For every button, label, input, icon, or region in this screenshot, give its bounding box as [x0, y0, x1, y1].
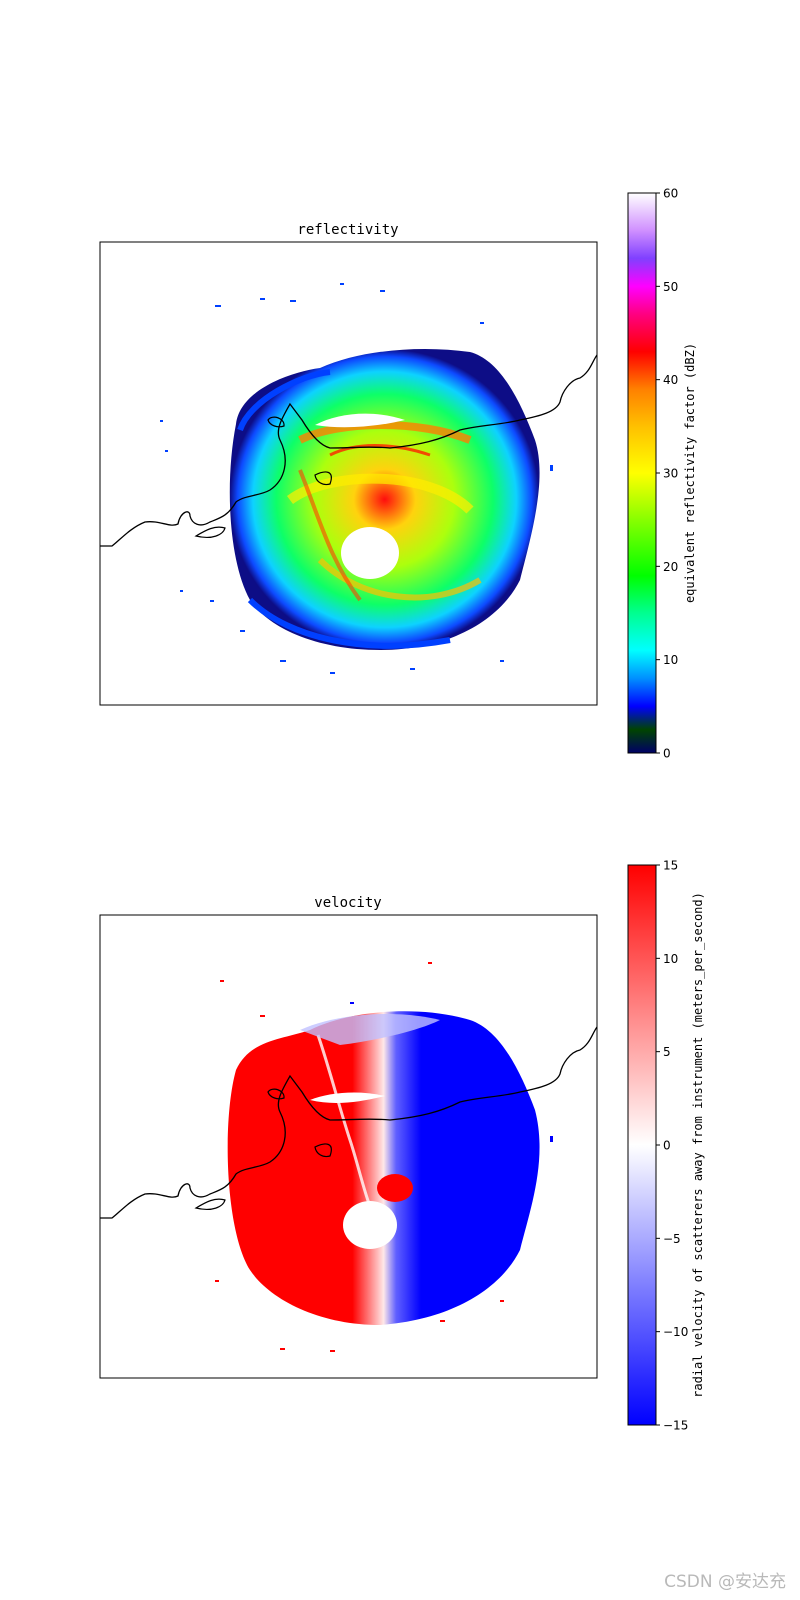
watermark: CSDN @安达充 [664, 1572, 786, 1592]
reflectivity-colorbar-tick-label: 30 [663, 467, 678, 481]
reflectivity-colorbar-tick-label: 50 [663, 280, 678, 294]
velocity-echo [215, 962, 553, 1352]
velocity-panel: velocity [99, 859, 705, 1433]
velocity-coastline [100, 1026, 597, 1219]
velocity-colorbar-label: radial velocity of scatterers away from … [691, 892, 705, 1398]
reflectivity-coastline [100, 354, 597, 547]
reflectivity-colorbar-tick-label: 10 [663, 653, 678, 667]
velocity-colorbar-tick-label: 15 [663, 859, 678, 873]
velocity-colorbar-bar [627, 864, 657, 1426]
reflectivity-panel: reflectivity [99, 187, 697, 761]
reflectivity-colorbar-tick-label: 20 [663, 560, 678, 574]
reflectivity-colorbar-tick-label: 0 [663, 747, 671, 761]
reflectivity-title: reflectivity [297, 222, 398, 238]
velocity-colorbar-tick-label: −10 [663, 1325, 688, 1339]
reflectivity-echo [160, 283, 553, 674]
reflectivity-colorbar-tick-label: 60 [663, 187, 678, 201]
reflectivity-colorbar-bar [627, 192, 657, 754]
velocity-colorbar-tick-label: −15 [663, 1419, 688, 1433]
reflectivity-colorbar-tick-label: 40 [663, 373, 678, 387]
velocity-axes-frame [99, 914, 598, 1379]
velocity-colorbar-tick-label: 10 [663, 952, 678, 966]
reflectivity-colorbar-label: equivalent reflectivity factor (dBZ) [683, 343, 697, 603]
velocity-colorbar-tick-label: −5 [663, 1232, 681, 1246]
velocity-colorbar: −15 −10 −5 0 5 10 15 radial velocity of scatter… [627, 859, 705, 1433]
reflectivity-axes-frame [99, 241, 598, 706]
velocity-title: velocity [314, 895, 381, 911]
reflectivity-colorbar: 0 10 20 30 40 50 60 equivalent reflectivity fac… [627, 187, 697, 761]
velocity-colorbar-tick-label: 0 [663, 1139, 671, 1153]
velocity-colorbar-tick-label: 5 [663, 1045, 671, 1059]
